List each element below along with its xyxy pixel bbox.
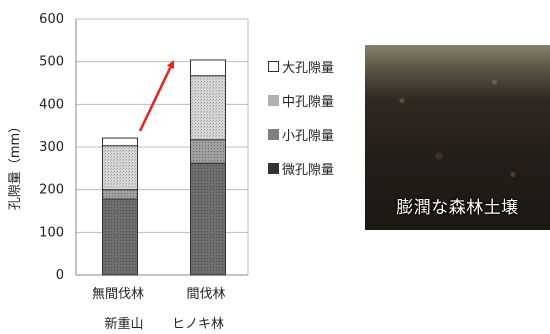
legend-swatch [268, 60, 279, 72]
bar-segment [190, 139, 226, 164]
bar-segment [190, 162, 226, 276]
y-tick-label: 500 [39, 55, 64, 70]
x-category-label: 間伐林 [186, 287, 225, 302]
legend-item: 微孔隙量 [268, 159, 363, 178]
legend-swatch [268, 128, 279, 140]
y-tick-label: 300 [39, 140, 64, 155]
legend-item: 中孔隙量 [268, 91, 363, 110]
x-category-sublabel: ヒノキ林 [172, 317, 224, 332]
x-category-label: 無間伐林 [92, 287, 144, 302]
bar-segment [102, 198, 138, 276]
legend-item: 小孔隙量 [268, 125, 363, 144]
bar-segment [102, 137, 138, 147]
annotation-arrow [138, 60, 175, 132]
bar-segment [102, 189, 138, 200]
y-tick-label: 400 [39, 97, 64, 112]
bar-segment [190, 59, 226, 77]
x-category-sublabel: 新重山 [104, 316, 143, 332]
legend-item: 大孔隙量 [268, 57, 363, 76]
y-tick-label: 0 [56, 268, 64, 283]
legend-label: 微孔隙量 [282, 162, 335, 178]
legend-label: 大孔隙量 [282, 60, 335, 76]
y-tick-label: 100 [39, 225, 64, 240]
legend-label: 中孔隙量 [282, 94, 335, 110]
photo-caption: 膨潤な森林土壌 [396, 198, 519, 218]
forest-soil-photo: 膨潤な森林土壌 [365, 45, 550, 230]
legend-label: 小孔隙量 [282, 128, 335, 144]
y-tick-label: 600 [39, 12, 64, 27]
y-axis-label: 孔隙量（mm） [8, 120, 23, 210]
y-tick-label: 200 [39, 183, 64, 198]
legend-swatch [268, 94, 279, 106]
bar-segment [102, 145, 138, 191]
legend-swatch [268, 162, 279, 174]
bar-segment [190, 75, 226, 141]
chart-legend: 大孔隙量中孔隙量小孔隙量微孔隙量 [268, 57, 363, 193]
